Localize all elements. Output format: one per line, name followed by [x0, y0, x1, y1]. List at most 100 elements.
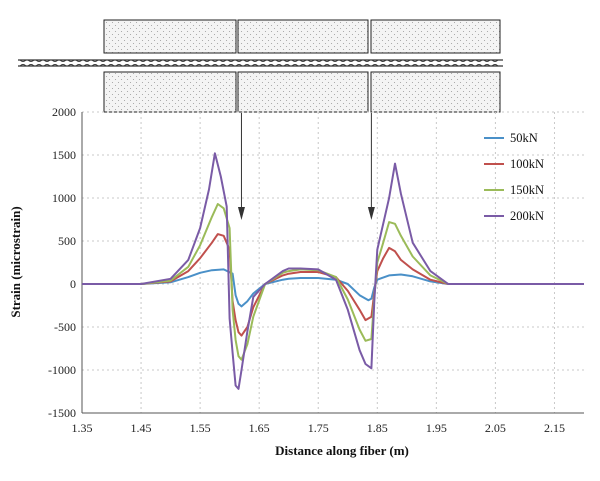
rebar-rib-58: [483, 59, 491, 67]
rebar-rib-52: [435, 59, 443, 67]
series-line-150kn: [82, 203, 584, 361]
rebar-rib-55: [459, 59, 467, 67]
rebar-rib-39: [331, 59, 339, 67]
legend: 50kN 100kN 150kN 200kN: [484, 131, 544, 223]
legend-label-50kn: 50kN: [510, 131, 538, 145]
rebar-rib-9: [91, 59, 99, 67]
arrow-head-1: [367, 207, 375, 220]
rebar-rib-46: [387, 59, 395, 67]
rebar-rib-15: [139, 59, 147, 67]
rebar-rib-44: [371, 59, 379, 67]
x-tick-label-1: 1.45: [131, 421, 152, 435]
block-top-3: [370, 19, 501, 54]
y-tick-label-0: -1500: [48, 406, 76, 420]
rebar-rib-25: [219, 59, 227, 67]
legend-label-100kn: 100kN: [510, 157, 544, 171]
rebar-rib-13: [123, 59, 131, 67]
rebar-rib-50: [419, 59, 427, 67]
rebar-rib-53: [443, 59, 451, 67]
rebar-rib-1: [27, 59, 35, 67]
legend-label-150kn: 150kN: [510, 183, 544, 197]
rebar-rib-18: [163, 59, 171, 67]
series-line-200kn: [82, 152, 584, 390]
x-tick-label-3: 1.65: [249, 421, 270, 435]
rebar-rib-17: [155, 59, 163, 67]
rebar-rib-5: [59, 59, 67, 67]
rebar-rib-21: [187, 59, 195, 67]
rebar-rib-16: [147, 59, 155, 67]
rebar-rib-42: [355, 59, 363, 67]
rebar-rib-56: [467, 59, 475, 67]
block-top-2: [237, 19, 369, 54]
x-tick-label-6: 1.95: [426, 421, 447, 435]
rebar-rib-23: [203, 59, 211, 67]
rebar-rib-30: [259, 59, 267, 67]
rebar-rib-12: [115, 59, 123, 67]
rebar-rib-26: [227, 59, 235, 67]
y-tick-label-2: -500: [54, 320, 76, 334]
x-tick-label-7: 2.05: [485, 421, 506, 435]
block-top-1: [103, 19, 237, 54]
series-lines: [82, 152, 584, 390]
rebar-rib-14: [131, 59, 139, 67]
rebar-rib-3: [43, 59, 51, 67]
block-bottom-3: [370, 71, 501, 113]
x-tick-label-5: 1.85: [367, 421, 388, 435]
rebar-rib-11: [107, 59, 115, 67]
y-tick-label-7: 2000: [52, 105, 76, 119]
rebar-rib-38: [323, 59, 331, 67]
y-tick-label-5: 1000: [52, 191, 76, 205]
arrow-head-0: [237, 207, 245, 220]
rebar-rib-4: [51, 59, 59, 67]
rebar-rib-57: [475, 59, 483, 67]
x-axis-title: Distance along fiber (m): [275, 443, 409, 458]
axes: -1500 -1000 -500 0 500 1000 1500 2000 1.35 1.45 1.…: [48, 105, 584, 435]
rebar-rib-48: [403, 59, 411, 67]
rebar-rib-47: [395, 59, 403, 67]
rebar-rib-20: [179, 59, 187, 67]
rebar-rib-8: [83, 59, 91, 67]
rebar-rib-22: [195, 59, 203, 67]
x-tick-label-2: 1.55: [190, 421, 211, 435]
y-tick-label-1: -1000: [48, 363, 76, 377]
rebar-rib-31: [267, 59, 275, 67]
x-tick-label-8: 2.15: [544, 421, 565, 435]
legend-label-200kn: 200kN: [510, 209, 544, 223]
block-bottom-2: [237, 71, 369, 113]
rebar-rib-34: [291, 59, 299, 67]
y-tick-label-3: 0: [70, 277, 76, 291]
rebar-rib-7: [75, 59, 83, 67]
rebar-rib-59: [491, 59, 499, 67]
rebar-rib-0: [19, 59, 27, 67]
rebar-rib-33: [283, 59, 291, 67]
rebar-rib-29: [251, 59, 259, 67]
rebar-rib-6: [67, 59, 75, 67]
series-line-50kn: [82, 268, 584, 308]
y-tick-label-6: 1500: [52, 148, 76, 162]
rebar-rib-36: [307, 59, 315, 67]
rebar-rib-45: [379, 59, 387, 67]
rebar-rib-54: [451, 59, 459, 67]
grid: [81, 111, 584, 414]
rebar-rib-41: [347, 59, 355, 67]
rebar-rib-49: [411, 59, 419, 67]
x-tick-label-4: 1.75: [308, 421, 329, 435]
rebar-rib-19: [171, 59, 179, 67]
series-line-100kn: [82, 233, 584, 337]
y-axis-title: Strain (microstrain): [8, 206, 23, 317]
rebar-rib-40: [339, 59, 347, 67]
arrows: [237, 113, 375, 220]
rebar-rib-24: [211, 59, 219, 67]
y-tick-label-4: 500: [58, 234, 76, 248]
rebar-rib-37: [315, 59, 323, 67]
x-tick-label-0: 1.35: [72, 421, 93, 435]
rebar-rib-10: [99, 59, 107, 67]
rebar-rib-28: [243, 59, 251, 67]
rebar-ribs: [19, 59, 499, 67]
rebar-rib-27: [235, 59, 243, 67]
rebar-rib-32: [275, 59, 283, 67]
rebar-rib-35: [299, 59, 307, 67]
rebar-rib-2: [35, 59, 43, 67]
rebar-rib-43: [363, 59, 371, 67]
